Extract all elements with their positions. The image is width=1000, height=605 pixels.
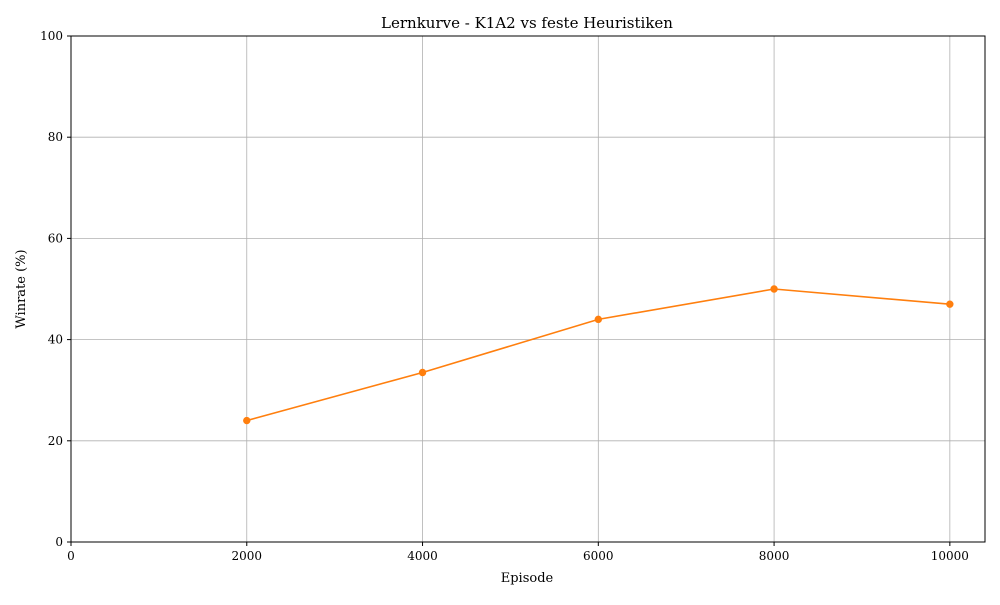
x-tick-label: 10000 — [931, 549, 969, 563]
chart-title: Lernkurve - K1A2 vs feste Heuristiken — [381, 14, 673, 32]
y-tick-label: 40 — [48, 333, 63, 347]
x-tick-label: 2000 — [231, 549, 262, 563]
y-tick-label: 60 — [48, 231, 63, 245]
data-point — [418, 368, 427, 377]
x-tick-label: 8000 — [759, 549, 790, 563]
y-tick-label: 80 — [48, 130, 63, 144]
x-tick-label: 0 — [67, 549, 75, 563]
y-axis-label: Winrate (%) — [14, 249, 29, 328]
x-tick-label: 6000 — [583, 549, 614, 563]
x-tick-label: 4000 — [407, 549, 438, 563]
data-point — [770, 285, 778, 293]
axis-ticks: 0 2000 4000 6000 8000 10000 0 20 40 60 80 100 — [40, 29, 969, 563]
x-axis-label: Episode — [501, 571, 554, 586]
data-point — [594, 315, 603, 324]
plot-area-frame — [70, 35, 986, 543]
data-point — [946, 300, 954, 308]
y-tick-label: 20 — [48, 434, 63, 448]
y-tick-label: 100 — [40, 29, 63, 43]
data-point — [243, 416, 251, 425]
series-layer — [243, 285, 954, 425]
y-tick-label: 0 — [55, 535, 63, 549]
